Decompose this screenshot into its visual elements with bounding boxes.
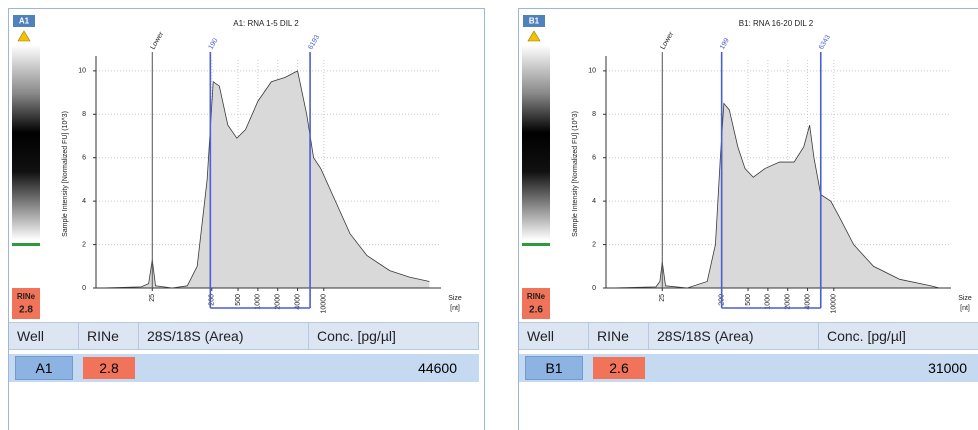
y-tick-label: 6 [592,155,596,162]
gel-marker-band [522,243,550,246]
well-value: A1 [15,356,73,380]
column-header: 28S/18S (Area) [649,323,819,349]
well-cell: B1 [519,356,589,380]
chart-title: B1: RNA 16-20 DIL 2 [739,19,814,28]
well-cell: A1 [9,356,79,380]
table-row: A1 2.8 44600 [9,354,479,382]
lower-marker-label: Lower [150,30,166,51]
trace-area [100,71,430,288]
x-tick-label: 25 [149,294,156,302]
rin-value: 2.6 [529,305,543,316]
y-tick-label: 4 [82,198,86,205]
gel-lane [522,45,550,240]
y-tick-label: 2 [592,241,596,248]
x-axis-label: Size [448,295,462,302]
well-badge: A1 [19,17,30,26]
y-tick-label: 0 [592,285,596,292]
region-label: 199 [719,37,731,51]
rin-value: 2.8 [83,357,135,379]
y-tick-label: 8 [592,111,596,118]
rin-label: RINe [17,292,36,301]
y-tick-label: 10 [588,68,596,75]
x-axis-label: [nt] [450,305,460,312]
rin-cell: 2.6 [589,357,649,379]
x-axis-label: Size [958,295,972,302]
y-tick-label: 8 [82,111,86,118]
column-header: RINe [79,323,139,349]
x-axis-label: [nt] [960,305,970,312]
region-label: 190 [208,37,220,51]
x-tick-label: 500 [745,294,752,306]
conc-value: 44600 [309,357,479,379]
y-tick-label: 10 [78,68,86,75]
rin-cell: 2.8 [79,357,139,379]
gel-lane [12,45,40,240]
rin-label: RINe [527,292,546,301]
region-label: 6193 [307,34,321,51]
conc-value: 31000 [819,357,978,379]
chart-title: A1: RNA 1-5 DIL 2 [233,19,299,28]
column-header: Well [519,323,589,349]
y-tick-label: 6 [82,155,86,162]
x-tick-label: 10000 [831,294,838,314]
y-axis-label: Sample Intensity [Normalized FU] (10^3) [62,111,69,237]
column-header: RINe [589,323,649,349]
y-tick-label: 2 [82,241,86,248]
well-badge: B1 [529,17,540,26]
column-header: Conc. [pg/µl] [819,323,978,349]
column-header: Well [9,323,79,349]
x-tick-label: 25 [659,294,666,302]
electropherogram: A1 RINe 2.8 A1: RNA 1-5 DIL 2 Sample Intensi… [9,9,486,321]
electropherogram: B1 RINe 2.6 B1: RNA 16-20 DIL 2 Sample Inten… [519,9,978,321]
y-tick-label: 0 [82,285,86,292]
x-tick-label: 10000 [321,294,328,314]
gel-marker-band [12,243,40,246]
well-value: B1 [525,356,583,380]
y-axis-label: Sample Intensity [Normalized FU] (10^3) [572,111,579,237]
rin-value: 2.8 [19,305,33,316]
warning-icon [528,31,540,41]
trace-area [610,103,940,288]
column-header: 28S/18S (Area) [139,323,309,349]
lower-marker-label: Lower [660,30,676,51]
screen: A1RINe2.8A1: RNA 1-5 DIL 2Sample Intensi… [0,0,978,430]
table-row: B1 2.6 31000 [519,354,978,382]
warning-icon [18,31,30,41]
rin-value: 2.6 [593,357,645,379]
x-tick-label: 500 [235,294,242,306]
region-label: 6343 [818,34,832,51]
y-tick-label: 4 [592,198,596,205]
column-header: Conc. [pg/µl] [309,323,479,349]
